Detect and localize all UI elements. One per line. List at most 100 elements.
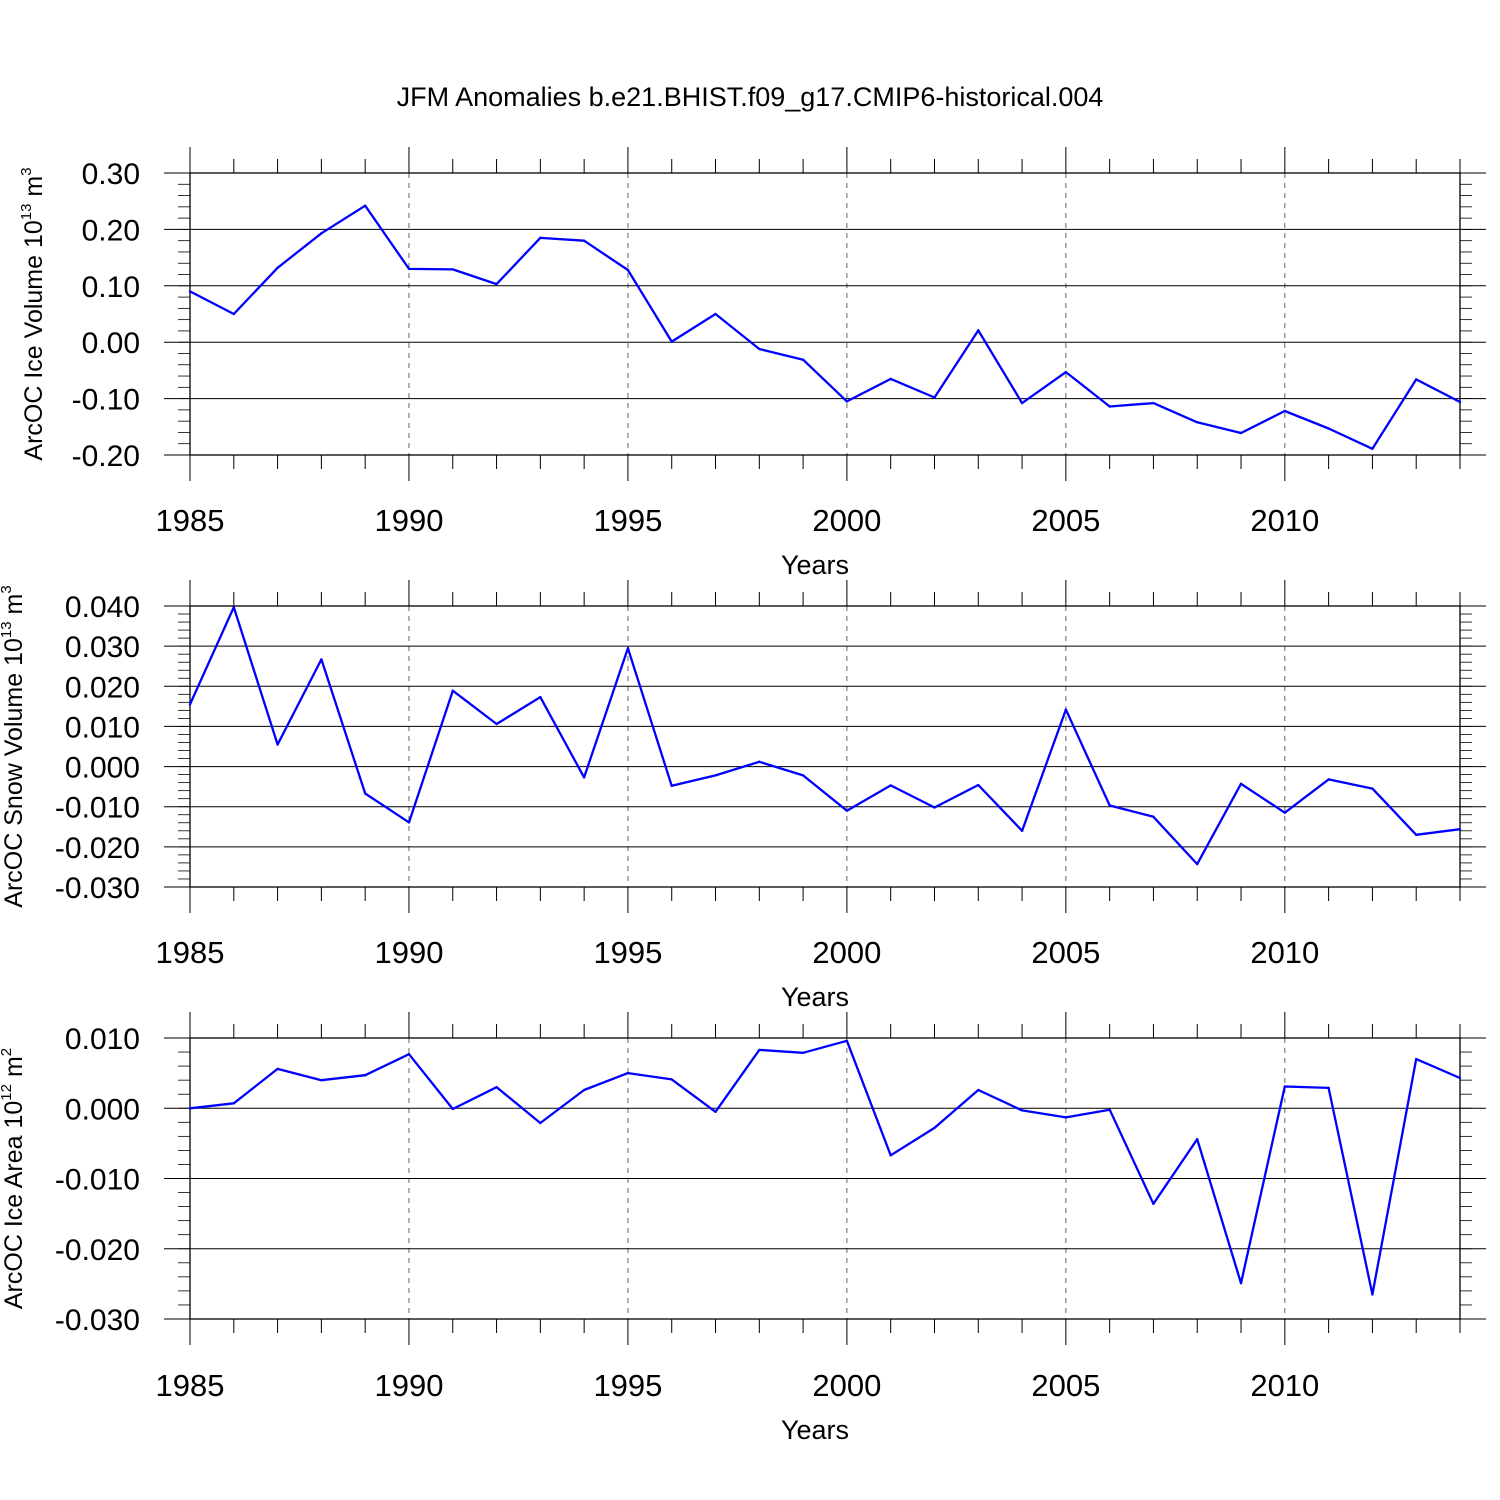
data-point	[582, 776, 586, 779]
data-point	[845, 809, 849, 812]
data-point	[495, 722, 498, 726]
ice-volume-panel: 0.30 0.20 0.10 0.00 -0.10 -0.20 1985 1990 1995 20…	[18, 147, 1486, 580]
y-tick-label: 0.00	[82, 327, 140, 360]
x-tick-label: 2010	[1250, 935, 1319, 970]
data-point	[407, 267, 411, 271]
data-point	[1152, 815, 1155, 818]
y-tick-label: -0.020	[55, 832, 140, 865]
x-tick-label: 2010	[1250, 1368, 1319, 1403]
data-point	[1239, 431, 1243, 435]
data-point	[758, 1048, 761, 1052]
data-point	[977, 783, 980, 787]
y-tick-label: -0.10	[72, 384, 140, 417]
data-point	[1327, 778, 1330, 781]
x-axis-label: Years	[781, 1415, 849, 1445]
x-tick-label: 1985	[156, 935, 225, 970]
x-tick-label: 2005	[1031, 935, 1100, 970]
y-tick-label: -0.20	[72, 440, 140, 473]
data-point	[1108, 804, 1111, 807]
x-tick-label: 2005	[1031, 503, 1100, 538]
y-tick-label: -0.010	[55, 1164, 140, 1197]
x-tick-label: 1985	[156, 1368, 225, 1403]
data-point	[276, 743, 279, 746]
data-point	[626, 1071, 630, 1075]
x-tick-label: 2000	[812, 503, 881, 538]
y-tick-label: -0.030	[55, 872, 140, 905]
data-point	[276, 1067, 279, 1071]
data-point	[1239, 782, 1243, 786]
data-point	[1064, 1116, 1068, 1119]
data-point	[670, 1078, 673, 1081]
data-point	[495, 1085, 498, 1089]
data-point	[977, 1088, 980, 1092]
snow-volume-panel: 0.040 0.030 0.020 0.010 0.000 -0.010 -0.020 -0.…	[0, 580, 1486, 1012]
data-point	[407, 1052, 411, 1056]
data-point	[933, 396, 936, 399]
data-point	[933, 1126, 936, 1130]
data-point	[188, 290, 192, 293]
data-point	[801, 1051, 805, 1054]
data-point	[188, 1107, 192, 1110]
y-tick-label: 0.10	[82, 271, 140, 304]
ice-area-panel: 0.010 0.000 -0.010 -0.020 -0.030 1985 1990 1995…	[0, 1012, 1486, 1445]
data-point	[407, 821, 411, 824]
plot-frame	[189, 605, 1461, 888]
data-point	[977, 329, 980, 332]
data-point	[1415, 833, 1418, 837]
data-point	[363, 792, 367, 795]
y-tick-label: 0.020	[65, 671, 140, 704]
data-point	[1283, 811, 1287, 814]
data-point	[1458, 1076, 1462, 1080]
data-point	[933, 806, 936, 809]
y-tick-label: -0.010	[55, 792, 140, 825]
data-point	[1064, 708, 1068, 711]
plot-frame	[189, 172, 1461, 456]
data-point	[1371, 787, 1374, 790]
x-tick-label: 2000	[812, 1368, 881, 1403]
data-point	[758, 347, 761, 351]
data-point	[1020, 401, 1024, 405]
x-tick-label: 2000	[812, 935, 881, 970]
data-point	[1458, 400, 1462, 404]
data-point	[1152, 401, 1155, 405]
chart-title: JFM Anomalies b.e21.BHIST.f09_g17.CMIP6-…	[397, 82, 1104, 112]
x-tick-label: 1995	[593, 503, 662, 538]
x-tick-label: 1995	[593, 1368, 662, 1403]
y-tick-label: 0.20	[82, 214, 140, 247]
data-point	[714, 774, 717, 777]
data-point	[1283, 1085, 1287, 1088]
data-point	[451, 268, 454, 271]
series-line	[189, 1039, 1461, 1296]
data-point	[1371, 1293, 1374, 1296]
data-point	[801, 358, 805, 361]
y-tick-label: 0.010	[65, 711, 140, 744]
data-point	[188, 703, 192, 706]
data-point	[1415, 1057, 1418, 1061]
data-point	[232, 1102, 235, 1105]
data-point	[363, 1074, 367, 1077]
x-axis-label: Years	[781, 550, 849, 580]
data-point	[363, 204, 367, 207]
data-point	[845, 1039, 849, 1043]
data-point	[670, 340, 673, 343]
y-tick-label: 0.000	[65, 1093, 140, 1126]
data-point	[1196, 421, 1199, 424]
data-point	[1108, 405, 1111, 408]
data-point	[320, 1078, 323, 1082]
data-point	[320, 232, 323, 235]
data-point	[801, 774, 805, 777]
data-point	[1327, 427, 1330, 430]
data-point	[276, 266, 279, 269]
data-point	[1020, 1109, 1024, 1112]
data-point	[320, 658, 323, 661]
y-tick-label: 0.30	[82, 158, 140, 191]
data-point	[539, 236, 542, 240]
data-point	[626, 268, 630, 272]
x-tick-label: 2010	[1250, 503, 1319, 538]
data-point	[670, 784, 673, 788]
data-point	[1196, 862, 1199, 866]
data-point	[539, 695, 542, 699]
y-axis-label: ArcOC Ice Volume 1013 m3	[18, 167, 48, 460]
y-tick-label: 0.040	[65, 591, 140, 624]
